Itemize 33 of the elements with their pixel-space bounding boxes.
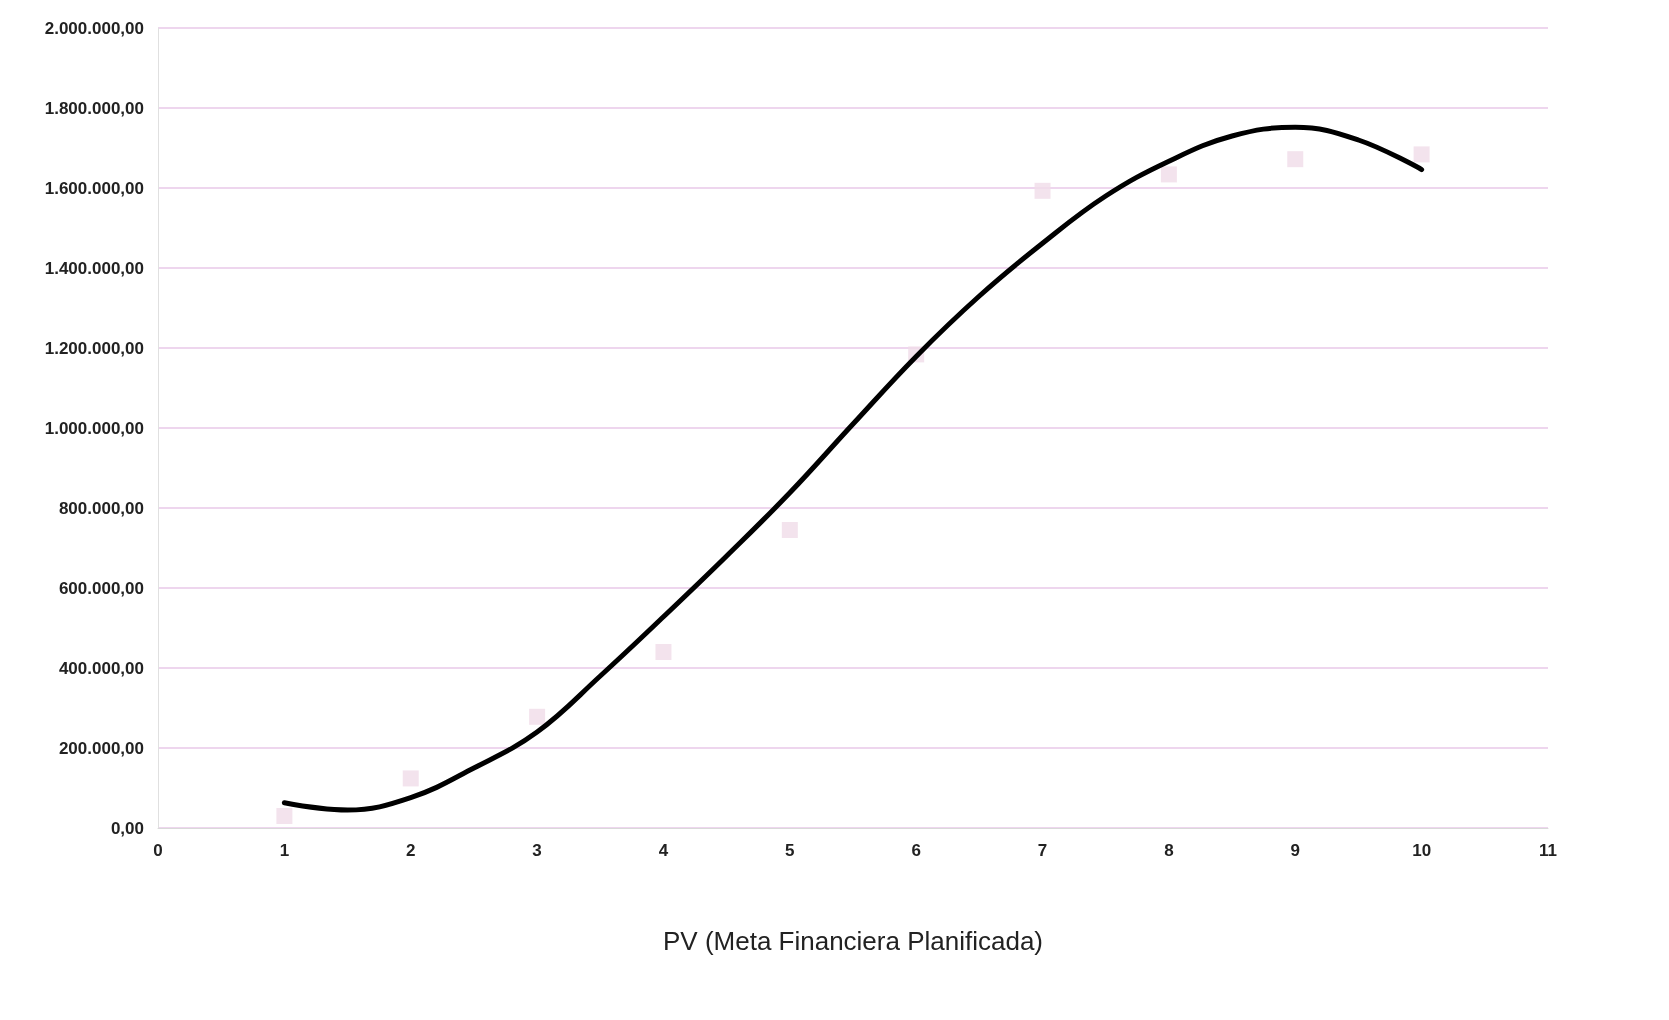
y-tick-label: 0,00	[110, 818, 144, 838]
point	[276, 808, 293, 824]
x-tick-label: 11	[1539, 841, 1557, 860]
x-tick-label: 9	[1290, 841, 1301, 860]
x-axis-title: PV (Meta Financiera Planificada)	[662, 926, 1044, 956]
x-tick-label: 10	[1412, 841, 1432, 860]
y-tick-label: 1.000.000,00	[44, 418, 144, 438]
x-tick-label: 2	[405, 841, 416, 860]
point	[1160, 166, 1177, 183]
x-tick-label: 4	[658, 841, 669, 860]
point	[402, 770, 419, 787]
x-tick-label: 8	[1164, 841, 1174, 860]
x-tick-label: 0	[153, 841, 163, 860]
point	[1413, 146, 1430, 163]
x-tick-label: 5	[785, 841, 795, 860]
point	[655, 644, 672, 660]
y-tick-label: 800.000,00	[58, 498, 144, 518]
y-tick-label: 400.000,00	[58, 658, 144, 678]
y-tick-label: 1.800.000,00	[44, 98, 144, 118]
y-tick-label: 1.400.000,00	[44, 258, 144, 278]
y-tick-label: 1.600.000,00	[44, 178, 144, 198]
point	[1287, 151, 1304, 168]
point	[781, 522, 798, 538]
y-tick-label: 200.000,00	[58, 738, 144, 758]
x-tick-label: 6	[911, 841, 921, 860]
x-tick-label: 3	[532, 841, 542, 860]
x-tick-label: 1	[279, 841, 290, 860]
y-tick-label: 1.200.000,00	[44, 338, 144, 358]
point	[529, 708, 546, 725]
y-tick-label: 2.000.000,00	[44, 18, 144, 38]
point	[1034, 182, 1051, 199]
y-tick-label: 600.000,00	[58, 578, 144, 598]
x-tick-label: 7	[1037, 841, 1048, 860]
